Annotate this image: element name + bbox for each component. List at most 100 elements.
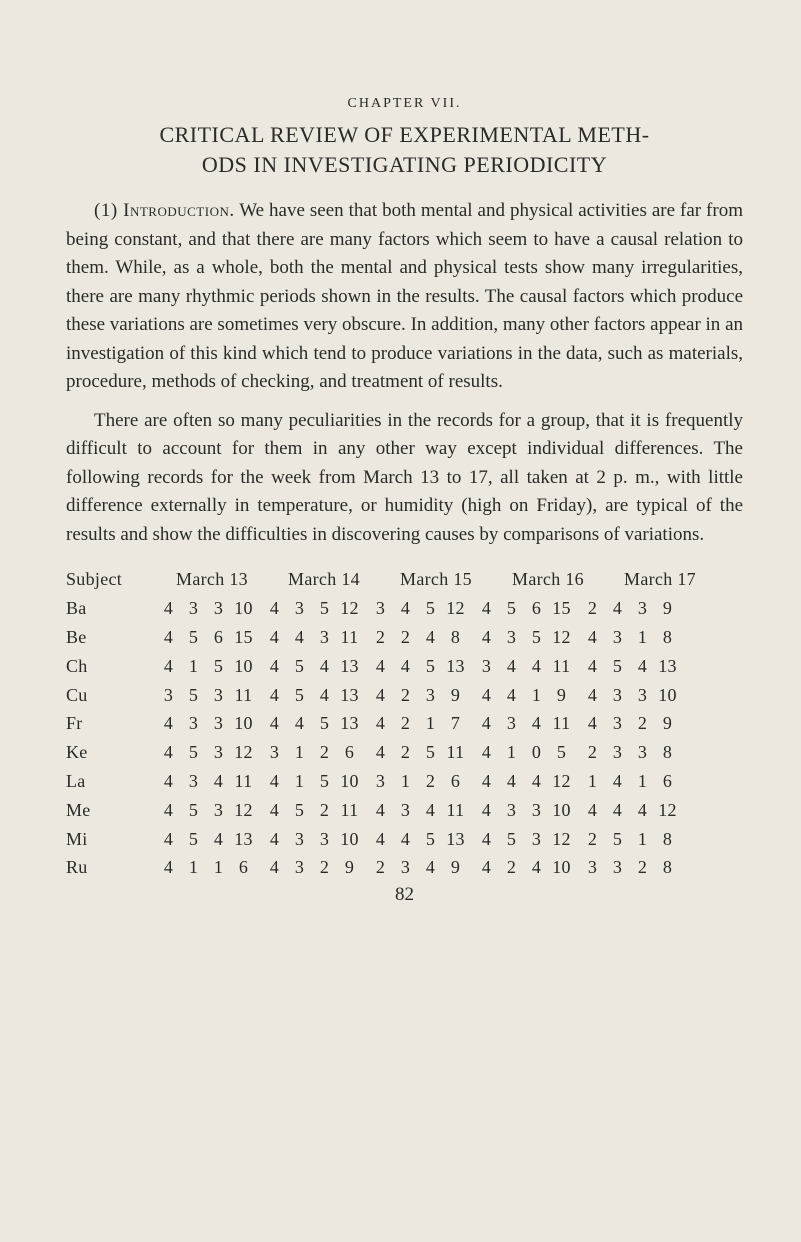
data-cell: 12 [549, 825, 574, 854]
data-cell: 8 [655, 853, 680, 882]
subject-label: Me [66, 796, 156, 825]
data-cell: 3 [262, 738, 287, 767]
data-cell: 10 [549, 853, 574, 882]
data-cell: 12 [337, 594, 362, 623]
data-cell: 5 [418, 652, 443, 681]
data-cell: 4 [474, 623, 499, 652]
data-cell: 5 [287, 681, 312, 710]
data-cell: 2 [312, 853, 337, 882]
data-cell: 4 [418, 623, 443, 652]
data-cell: 4 [368, 681, 393, 710]
data-cell: 12 [549, 767, 574, 796]
subject-label: Ru [66, 853, 156, 882]
data-cell: 2 [393, 738, 418, 767]
data-cell: 4 [418, 853, 443, 882]
data-cell: 10 [549, 796, 574, 825]
data-cell: 2 [393, 709, 418, 738]
table-row: La43411415103126444121416 [66, 767, 743, 796]
data-cell: 3 [499, 623, 524, 652]
table-row: Me4531245211434114331044412 [66, 796, 743, 825]
chapter-label: CHAPTER VII. [66, 96, 743, 112]
data-cell: 12 [443, 594, 468, 623]
data-cell: 4 [312, 652, 337, 681]
data-cell: 2 [630, 709, 655, 738]
data-cell: 13 [337, 709, 362, 738]
data-cell: 2 [312, 738, 337, 767]
data-cell: 4 [418, 796, 443, 825]
data-cell: 4 [206, 825, 231, 854]
data-cell: 3 [499, 709, 524, 738]
data-cell: 4 [580, 652, 605, 681]
data-cell: 4 [156, 738, 181, 767]
data-cell: 10 [337, 825, 362, 854]
data-cell: 9 [443, 681, 468, 710]
header-date: March 16 [492, 565, 604, 594]
data-cell: 5 [418, 738, 443, 767]
data-cell: 12 [231, 796, 256, 825]
data-cell: 2 [393, 623, 418, 652]
data-cell: 3 [605, 738, 630, 767]
header-date: March 13 [156, 565, 268, 594]
data-cell: 8 [655, 623, 680, 652]
data-cell: 11 [549, 709, 574, 738]
data-cell: 4 [262, 652, 287, 681]
data-cell: 4 [630, 796, 655, 825]
data-cell: 3 [156, 681, 181, 710]
chapter-title-line-1: CRITICAL REVIEW OF EXPERIMENTAL METH- [159, 122, 649, 147]
data-cell: 4 [499, 681, 524, 710]
data-cell: 3 [605, 623, 630, 652]
data-cell: 3 [418, 681, 443, 710]
data-cell: 4 [474, 767, 499, 796]
data-cell: 5 [418, 594, 443, 623]
data-cell: 13 [655, 652, 680, 681]
data-cell: 4 [605, 594, 630, 623]
data-cell: 1 [287, 767, 312, 796]
table-row: Cu35311454134239441943310 [66, 681, 743, 710]
data-cell: 3 [605, 853, 630, 882]
data-cell: 9 [549, 681, 574, 710]
data-cell: 3 [605, 681, 630, 710]
table-row: Fr43310445134217434114329 [66, 709, 743, 738]
data-cell: 5 [181, 796, 206, 825]
data-cell: 1 [287, 738, 312, 767]
data-cell: 3 [393, 853, 418, 882]
data-cell: 4 [474, 594, 499, 623]
data-cell: 4 [580, 709, 605, 738]
data-cell: 1 [630, 767, 655, 796]
data-cell: 6 [337, 738, 362, 767]
data-cell: 5 [605, 652, 630, 681]
chapter-title: CRITICAL REVIEW OF EXPERIMENTAL METH- OD… [88, 120, 721, 179]
data-cell: 6 [443, 767, 468, 796]
data-cell: 9 [443, 853, 468, 882]
data-cell: 4 [580, 623, 605, 652]
data-cell: 3 [181, 709, 206, 738]
header-subject: Subject [66, 565, 156, 594]
data-cell: 8 [655, 825, 680, 854]
data-cell: 3 [287, 853, 312, 882]
data-cell: 5 [312, 767, 337, 796]
data-cell: 2 [393, 681, 418, 710]
data-cell: 4 [605, 796, 630, 825]
data-cell: 3 [181, 594, 206, 623]
data-cell: 7 [443, 709, 468, 738]
data-cell: 4 [262, 594, 287, 623]
data-cell: 4 [474, 825, 499, 854]
data-cell: 3 [524, 825, 549, 854]
data-cell: 12 [549, 623, 574, 652]
data-cell: 5 [287, 652, 312, 681]
data-cell: 3 [474, 652, 499, 681]
data-cell: 8 [655, 738, 680, 767]
data-cell: 11 [549, 652, 574, 681]
data-cell: 3 [499, 796, 524, 825]
data-cell: 13 [443, 825, 468, 854]
data-cell: 5 [181, 681, 206, 710]
data-cell: 4 [499, 652, 524, 681]
data-cell: 9 [655, 594, 680, 623]
data-cell: 4 [262, 853, 287, 882]
data-cell: 4 [393, 594, 418, 623]
data-cell: 1 [630, 623, 655, 652]
data-cell: 6 [524, 594, 549, 623]
data-cell: 4 [580, 796, 605, 825]
data-cell: 4 [368, 825, 393, 854]
data-cell: 8 [443, 623, 468, 652]
